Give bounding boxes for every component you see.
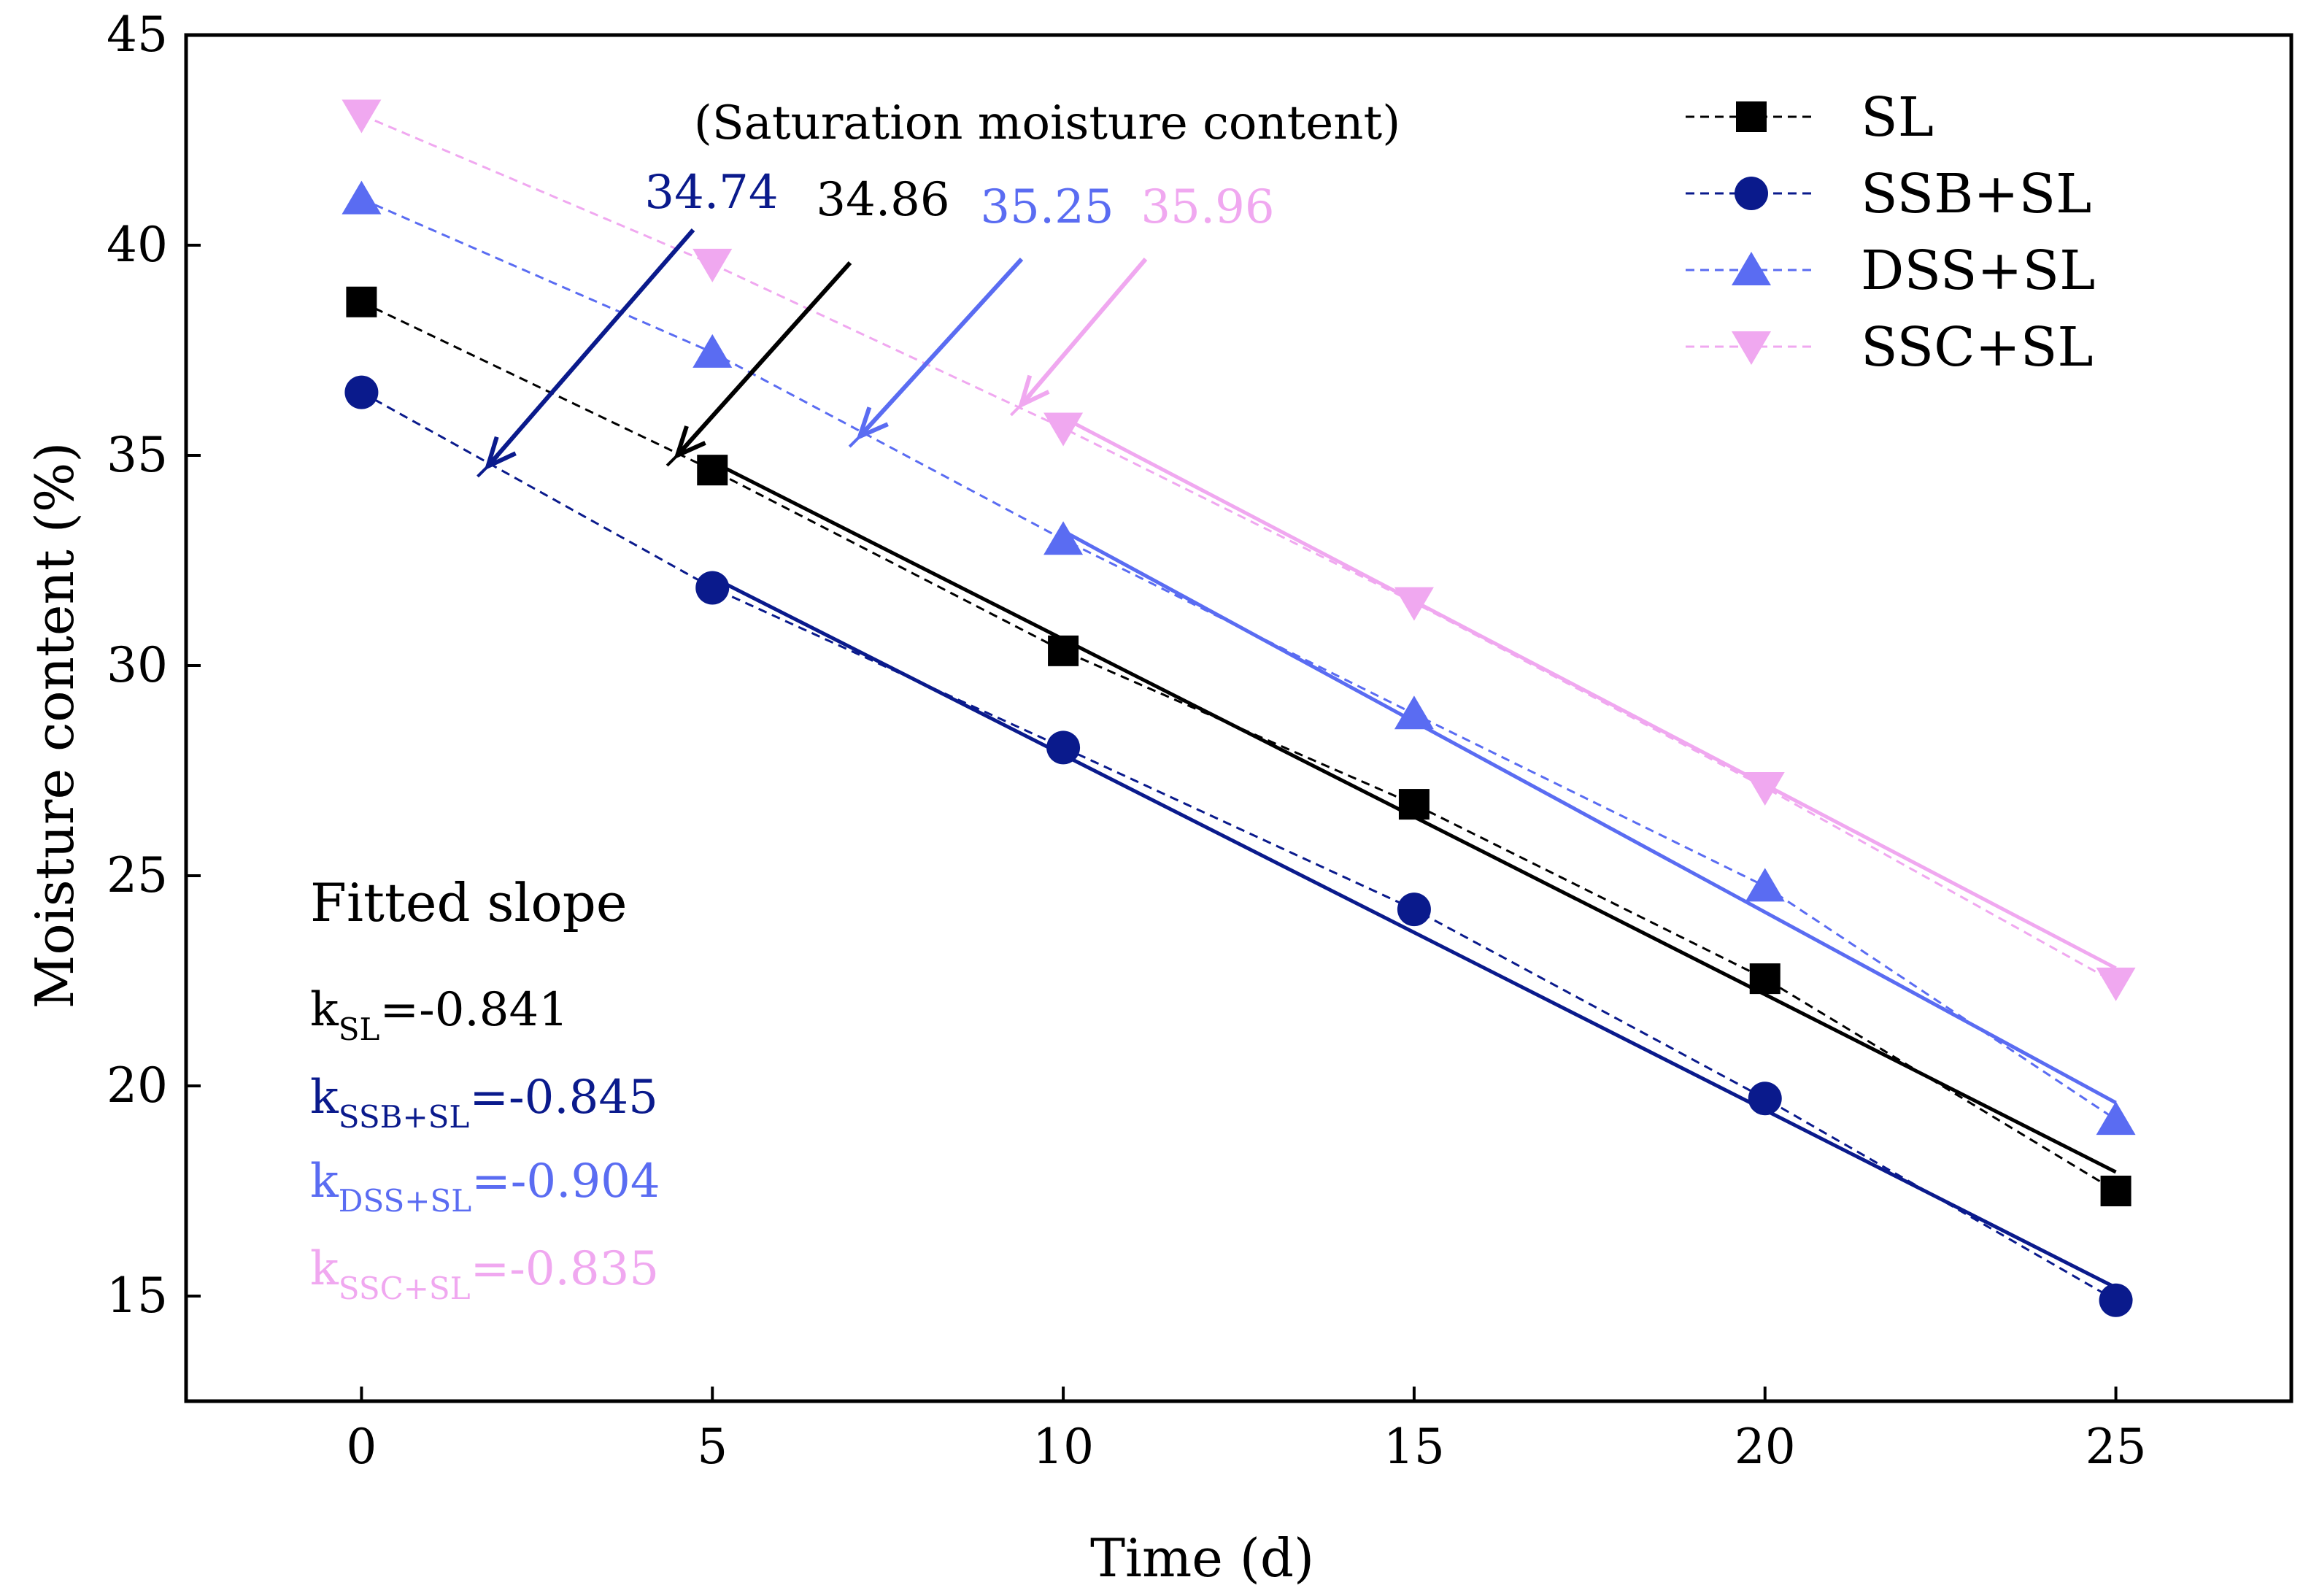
x-axis-title: Time (d) — [1090, 1527, 1314, 1589]
legend-label: SSC+SL — [1861, 316, 2094, 379]
y-tick-label: 35 — [107, 427, 168, 483]
slope-value: =-0.841 — [379, 983, 568, 1037]
annotation-arrow — [486, 228, 695, 468]
data-point — [692, 248, 733, 282]
data-point — [2100, 1176, 2131, 1206]
data-point — [2096, 1101, 2136, 1136]
intersection-mark — [665, 444, 689, 467]
intersection-mark — [1009, 393, 1033, 417]
x-tick-label: 15 — [1384, 1419, 1445, 1475]
y-tick-label: 25 — [107, 847, 168, 903]
data-point — [2099, 1283, 2133, 1317]
data-point — [1394, 587, 1434, 621]
data-point — [2096, 967, 2136, 1001]
x-tick-label: 5 — [697, 1419, 728, 1475]
annotation-arrow — [1019, 258, 1148, 406]
data-point — [1745, 868, 1785, 902]
data-point — [1043, 521, 1084, 555]
slope-value: =-0.904 — [471, 1154, 660, 1208]
y-tick-label: 40 — [107, 217, 168, 273]
fit-line — [1062, 529, 2117, 1105]
plot-frame — [184, 33, 2293, 1403]
legend-label: DSS+SL — [1861, 239, 2095, 302]
y-tick-label: 20 — [107, 1057, 168, 1114]
fit-lines-layer — [711, 415, 2117, 1289]
y-tick-label: 45 — [107, 7, 168, 63]
series-line — [360, 114, 2117, 984]
annotation-label: 35.96 — [1141, 180, 1274, 234]
annotation-layer: (Saturation moisture content) 34.74 34.86 3… — [477, 96, 1400, 478]
annotation-label: 35.25 — [980, 180, 1114, 234]
slope-value: =-0.845 — [469, 1071, 657, 1125]
fit-line — [711, 575, 2117, 1289]
slope-subscript: SSB+SL — [339, 1099, 470, 1135]
data-point — [692, 334, 733, 368]
fitted-slope-box: Fitted slopekSL=-0.841kSSB+SL=-0.845kDSS… — [310, 872, 660, 1306]
slope-k: k — [310, 1154, 339, 1208]
annotation-label: 34.86 — [816, 173, 949, 227]
data-point — [1043, 412, 1084, 447]
data-point — [342, 180, 382, 215]
slope-entry: kDSS+SL=-0.904 — [310, 1154, 660, 1219]
x-tick-label: 0 — [346, 1419, 377, 1475]
series-layer — [342, 99, 2136, 1317]
y-tick-label: 15 — [107, 1268, 168, 1324]
x-tick-label: 20 — [1735, 1419, 1796, 1475]
series-line — [360, 391, 2117, 1302]
axes-layer: 0 5 10 15 20 25 15 20 25 30 35 40 45 Time (d) Moisture… — [24, 7, 2293, 1589]
annotation-label: 34.74 — [644, 166, 778, 220]
slope-entry: kSSB+SL=-0.845 — [310, 1071, 658, 1135]
data-point — [1394, 695, 1434, 730]
data-point — [1398, 789, 1430, 820]
legend-marker — [1732, 331, 1771, 365]
annotation-header: (Saturation moisture content) — [694, 96, 1400, 150]
slope-subscript: DSS+SL — [339, 1183, 471, 1219]
slope-k: k — [310, 1242, 339, 1296]
legend-label: SSB+SL — [1861, 163, 2091, 225]
data-point — [1046, 730, 1081, 765]
annotation-arrow — [857, 257, 1024, 439]
data-point — [1749, 963, 1780, 995]
slope-title: Fitted slope — [310, 872, 627, 933]
data-point — [1048, 635, 1079, 666]
legend-label: SL — [1861, 86, 1934, 149]
data-point — [697, 455, 728, 486]
y-axis-title: Moisture content (%) — [24, 442, 85, 1009]
intersection-mark — [848, 425, 871, 448]
series-line — [360, 198, 2117, 1121]
data-point — [344, 375, 379, 409]
intersection-mark — [477, 455, 499, 478]
slope-subscript: SSC+SL — [339, 1271, 471, 1306]
legend: SL SSB+SL DSS+SL SSC+SL — [1686, 86, 2095, 379]
slope-value: =-0.835 — [471, 1242, 659, 1296]
y-tick-label: 30 — [107, 637, 168, 693]
slope-k: k — [310, 983, 339, 1037]
series-line — [360, 301, 2117, 1192]
x-tick-label: 10 — [1033, 1419, 1094, 1475]
annotation-arrow — [675, 261, 852, 458]
fit-line — [1062, 415, 2117, 970]
slope-entry: kSL=-0.841 — [310, 983, 568, 1047]
legend-marker — [1732, 252, 1771, 285]
legend-marker — [1736, 101, 1767, 132]
data-point — [1397, 893, 1431, 927]
data-point — [342, 99, 382, 134]
x-tick-label: 25 — [2086, 1419, 2147, 1475]
data-point — [1745, 772, 1785, 806]
slope-entry: kSSC+SL=-0.835 — [310, 1242, 659, 1306]
slope-k: k — [310, 1071, 339, 1125]
slope-subscript: SL — [339, 1011, 380, 1047]
data-point — [1748, 1082, 1782, 1116]
legend-marker — [1735, 177, 1768, 210]
data-point — [346, 286, 377, 317]
data-point — [695, 571, 730, 605]
